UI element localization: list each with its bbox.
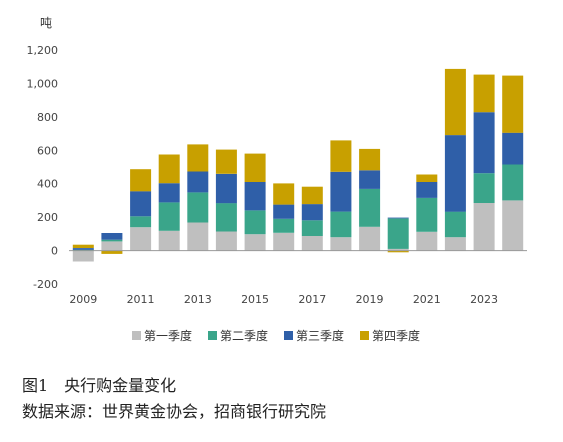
bar-segment — [444, 135, 466, 212]
bar-segment — [187, 192, 209, 223]
y-tick-label: 400 — [37, 178, 58, 191]
bar-segment — [473, 173, 495, 203]
bar-segment — [416, 197, 438, 232]
bar-segment — [130, 216, 152, 228]
bar-segment — [101, 233, 123, 240]
legend-label: 第二季度 — [220, 328, 268, 343]
y-tick-label: 600 — [37, 144, 58, 157]
source-note: 数据来源：世界黄金协会，招商银行研究院 — [22, 402, 327, 421]
x-tick-label: 2015 — [241, 293, 269, 306]
bar-segment — [244, 234, 266, 251]
bar-segment — [502, 132, 524, 165]
x-tick-label: 2017 — [298, 293, 326, 306]
bar-segment — [187, 171, 209, 193]
bar-segment — [444, 68, 466, 136]
bar-segment — [215, 231, 237, 251]
y-tick-label: 0 — [51, 245, 58, 258]
figure-caption: 图1 央行购金量变化 — [22, 376, 177, 395]
x-tick-label: 2009 — [69, 293, 97, 306]
bar-segment — [416, 174, 438, 182]
bar-segment — [273, 218, 295, 233]
bar-segment — [416, 182, 438, 198]
bar-segment — [158, 230, 180, 251]
legend: 第一季度 第二季度 第三季度 第四季度 — [132, 328, 420, 343]
y-tick-label: 1,000 — [27, 77, 59, 90]
bar-segment — [473, 202, 495, 251]
legend-swatch — [360, 331, 369, 340]
bar-segment — [72, 248, 94, 250]
bar-segment — [387, 248, 409, 251]
x-tick-label: 2019 — [356, 293, 384, 306]
bar-segment — [330, 237, 352, 251]
bar-segment — [387, 218, 409, 249]
bar-segment — [215, 173, 237, 204]
bar-segment — [101, 250, 123, 254]
bar-segment — [244, 182, 266, 211]
bar-segment — [330, 211, 352, 238]
bar-segment — [301, 204, 323, 221]
bar-segment — [244, 210, 266, 235]
bar-segment — [330, 171, 352, 212]
bar-segment — [130, 227, 152, 251]
bar-segment — [502, 75, 524, 133]
legend-swatch — [284, 331, 293, 340]
x-tick-label: 2021 — [413, 293, 441, 306]
bar-segment — [158, 202, 180, 231]
bar-segment — [359, 188, 381, 227]
bar-segment — [359, 148, 381, 171]
bar-segment — [502, 200, 524, 251]
legend-swatch — [132, 331, 141, 340]
bar-segment — [244, 153, 266, 182]
y-tick-label: 200 — [37, 211, 58, 224]
plot-area: -200 0 200 400 600 800 1,000 1,200 2009 2011 2013 2… — [27, 44, 527, 306]
bar-segment — [158, 183, 180, 203]
bar-segment — [273, 204, 295, 219]
bar-segment — [387, 217, 409, 219]
bar-segment — [301, 220, 323, 236]
bar-segment — [130, 169, 152, 192]
bar-segment — [215, 203, 237, 232]
bar-segment — [158, 154, 180, 184]
x-tick-label: 2011 — [127, 293, 155, 306]
y-tick-label: 800 — [37, 111, 58, 124]
y-tick-label: -200 — [33, 278, 58, 291]
bar-segment — [187, 144, 209, 172]
bar-segment — [444, 211, 466, 238]
bar-segment — [416, 231, 438, 251]
bar-segment — [101, 239, 123, 242]
bar-segment — [301, 186, 323, 205]
bar-segment — [72, 244, 94, 248]
bar-segment — [359, 170, 381, 189]
y-tick-label: 1,200 — [27, 44, 59, 57]
legend-swatch — [208, 331, 217, 340]
bar-segment — [502, 164, 524, 201]
bar-segment — [187, 222, 209, 251]
x-tick-label: 2023 — [470, 293, 498, 306]
bar-segment — [273, 183, 295, 205]
bar-segment — [359, 226, 381, 251]
legend-label: 第四季度 — [372, 328, 420, 343]
bar-segment — [387, 250, 409, 253]
bar-segment — [330, 140, 352, 172]
bar-segment — [72, 250, 94, 262]
bar-segment — [101, 241, 123, 251]
bar-segment — [301, 236, 323, 251]
bar-segment — [473, 74, 495, 113]
bar-segment — [215, 149, 237, 174]
bar-segment — [273, 232, 295, 251]
legend-label: 第一季度 — [144, 328, 192, 343]
x-tick-label: 2013 — [184, 293, 212, 306]
bar-segment — [473, 112, 495, 174]
bar-segment — [130, 191, 152, 217]
y-axis-unit-label: 吨 — [40, 16, 52, 30]
legend-label: 第三季度 — [296, 328, 344, 343]
bar-segment — [444, 237, 466, 251]
